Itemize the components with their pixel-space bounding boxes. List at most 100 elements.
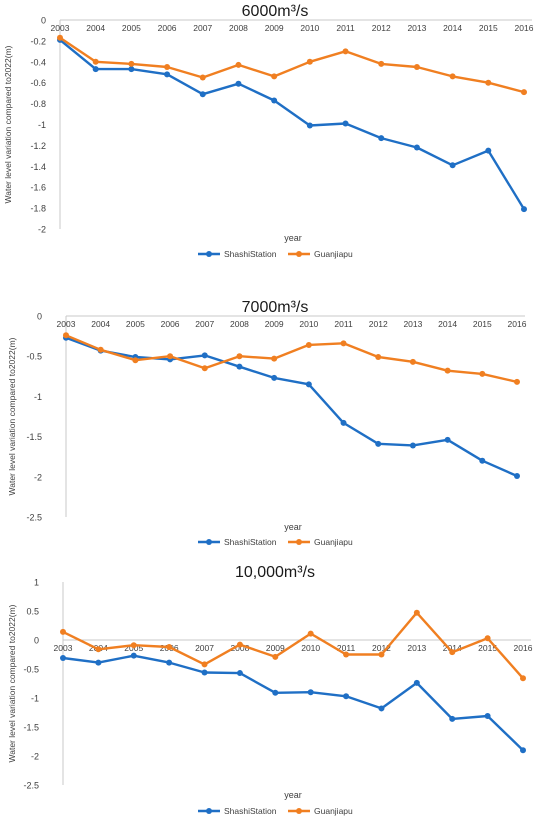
series-line-guanjiapu xyxy=(59,36,525,94)
y-tick-label: -2 xyxy=(34,472,42,482)
data-point-guanjiapu xyxy=(235,61,242,68)
data-point-guanjiapu xyxy=(340,340,347,347)
data-point-shashistation xyxy=(444,436,451,443)
data-point-shashistation xyxy=(307,689,314,696)
data-point-guanjiapu xyxy=(307,630,314,637)
x-tick-label: 2011 xyxy=(337,643,356,653)
data-point-shashistation xyxy=(60,654,66,661)
x-tick-label: 2011 xyxy=(334,319,353,329)
x-tick-label: 2015 xyxy=(479,23,498,33)
y-tick-label: 0 xyxy=(37,312,42,322)
y-axis-title: Water level variation compared to2022(m) xyxy=(3,45,13,203)
x-tick-label: 2015 xyxy=(473,319,492,329)
data-point-shashistation xyxy=(514,472,520,479)
series-line-guanjiapu xyxy=(65,334,518,384)
x-tick-label: 2008 xyxy=(229,23,248,33)
legend-label: Guanjiapu xyxy=(314,249,353,259)
x-tick-label: 2009 xyxy=(265,319,284,329)
x-tick-label: 2003 xyxy=(57,319,76,329)
data-point-guanjiapu xyxy=(343,651,350,658)
y-axis-title: Water level variation compared to2022(m) xyxy=(7,337,17,495)
data-point-guanjiapu xyxy=(199,74,206,81)
x-tick-label: 2003 xyxy=(51,23,70,33)
x-tick-label: 2012 xyxy=(372,23,391,33)
data-point-shashistation xyxy=(236,363,243,370)
x-tick-label: 2013 xyxy=(407,643,426,653)
legend-marker-guanjiapu xyxy=(296,808,302,814)
x-tick-label: 2005 xyxy=(126,319,145,329)
x-tick-label: 2003 xyxy=(54,643,73,653)
legend-marker-guanjiapu xyxy=(296,539,302,545)
chart-2: 7000m³/s 0 -0.5 -1 -1.5 -2 -2.5 2003 2004 2005 200… xyxy=(7,299,527,547)
data-point-shashistation xyxy=(375,440,382,447)
data-point-guanjiapu xyxy=(57,34,63,41)
x-tick-label: 2010 xyxy=(301,643,320,653)
data-point-guanjiapu xyxy=(306,58,313,65)
y-tick-label: -0.8 xyxy=(30,99,46,109)
y-tick-label: -1 xyxy=(31,694,39,704)
data-point-shashistation xyxy=(521,206,527,213)
data-point-guanjiapu xyxy=(375,354,382,361)
x-tick-label: 2014 xyxy=(443,643,462,653)
legend-label: ShashiStation xyxy=(224,537,277,547)
x-tick-label: 2014 xyxy=(438,319,457,329)
legend-marker-shashistation xyxy=(206,808,212,814)
data-point-guanjiapu xyxy=(60,628,66,635)
data-point-guanjiapu xyxy=(413,64,420,71)
x-tick-label: 2007 xyxy=(195,643,214,653)
series-line-shashistation xyxy=(65,336,518,478)
data-point-guanjiapu xyxy=(97,346,104,353)
y-tick-label: -1.4 xyxy=(30,162,46,172)
data-point-guanjiapu xyxy=(201,661,208,668)
data-point-shashistation xyxy=(306,122,313,129)
y-tick-label: -1.5 xyxy=(26,432,42,442)
data-point-shashistation xyxy=(449,162,456,169)
x-tick-label: 2015 xyxy=(478,643,497,653)
x-tick-label: 2004 xyxy=(91,319,110,329)
x-tick-label: 2016 xyxy=(508,319,527,329)
legend-label: ShashiStation xyxy=(224,249,277,259)
data-point-shashistation xyxy=(201,352,208,359)
y-tick-label: -0.5 xyxy=(26,352,42,362)
y-tick-label: -2.5 xyxy=(23,781,39,791)
data-point-guanjiapu xyxy=(413,609,420,616)
data-point-guanjiapu xyxy=(342,48,349,55)
x-axis-title: year xyxy=(284,233,302,243)
data-point-shashistation xyxy=(378,135,385,142)
data-point-guanjiapu xyxy=(63,332,69,339)
data-point-guanjiapu xyxy=(449,649,456,656)
data-point-guanjiapu xyxy=(449,73,456,80)
chart-3: 10,000m³/s10.50-0.5-1-1.5-2-2.5200320042… xyxy=(7,564,533,816)
data-point-shashistation xyxy=(272,689,279,696)
x-tick-label: 2006 xyxy=(161,319,180,329)
series-line-shashistation xyxy=(62,654,524,752)
data-point-guanjiapu xyxy=(305,341,312,348)
data-point-guanjiapu xyxy=(272,653,279,660)
x-tick-label: 2012 xyxy=(369,319,388,329)
data-point-guanjiapu xyxy=(409,358,416,365)
y-tick-label: -0.5 xyxy=(23,665,39,675)
data-point-guanjiapu xyxy=(444,367,451,374)
x-tick-label: 2011 xyxy=(336,23,355,33)
data-point-guanjiapu xyxy=(164,64,171,71)
data-point-guanjiapu xyxy=(479,370,486,377)
data-point-shashistation xyxy=(409,442,416,449)
data-point-guanjiapu xyxy=(271,73,278,80)
data-point-shashistation xyxy=(235,80,242,87)
data-point-shashistation xyxy=(520,747,526,754)
data-point-shashistation xyxy=(164,71,171,78)
x-tick-label: 2004 xyxy=(86,23,105,33)
x-tick-label: 2009 xyxy=(266,643,285,653)
data-point-guanjiapu xyxy=(236,641,243,648)
data-point-shashistation xyxy=(449,715,456,722)
x-tick-label: 2008 xyxy=(230,319,249,329)
chart-title: 10,000m³/s xyxy=(235,564,315,581)
data-point-guanjiapu xyxy=(485,79,492,86)
data-point-shashistation xyxy=(236,670,243,677)
y-tick-label: 1 xyxy=(34,578,39,588)
data-point-shashistation xyxy=(342,120,349,127)
x-tick-label: 2013 xyxy=(407,23,426,33)
x-tick-label: 2014 xyxy=(443,23,462,33)
x-axis-title: year xyxy=(284,790,302,800)
